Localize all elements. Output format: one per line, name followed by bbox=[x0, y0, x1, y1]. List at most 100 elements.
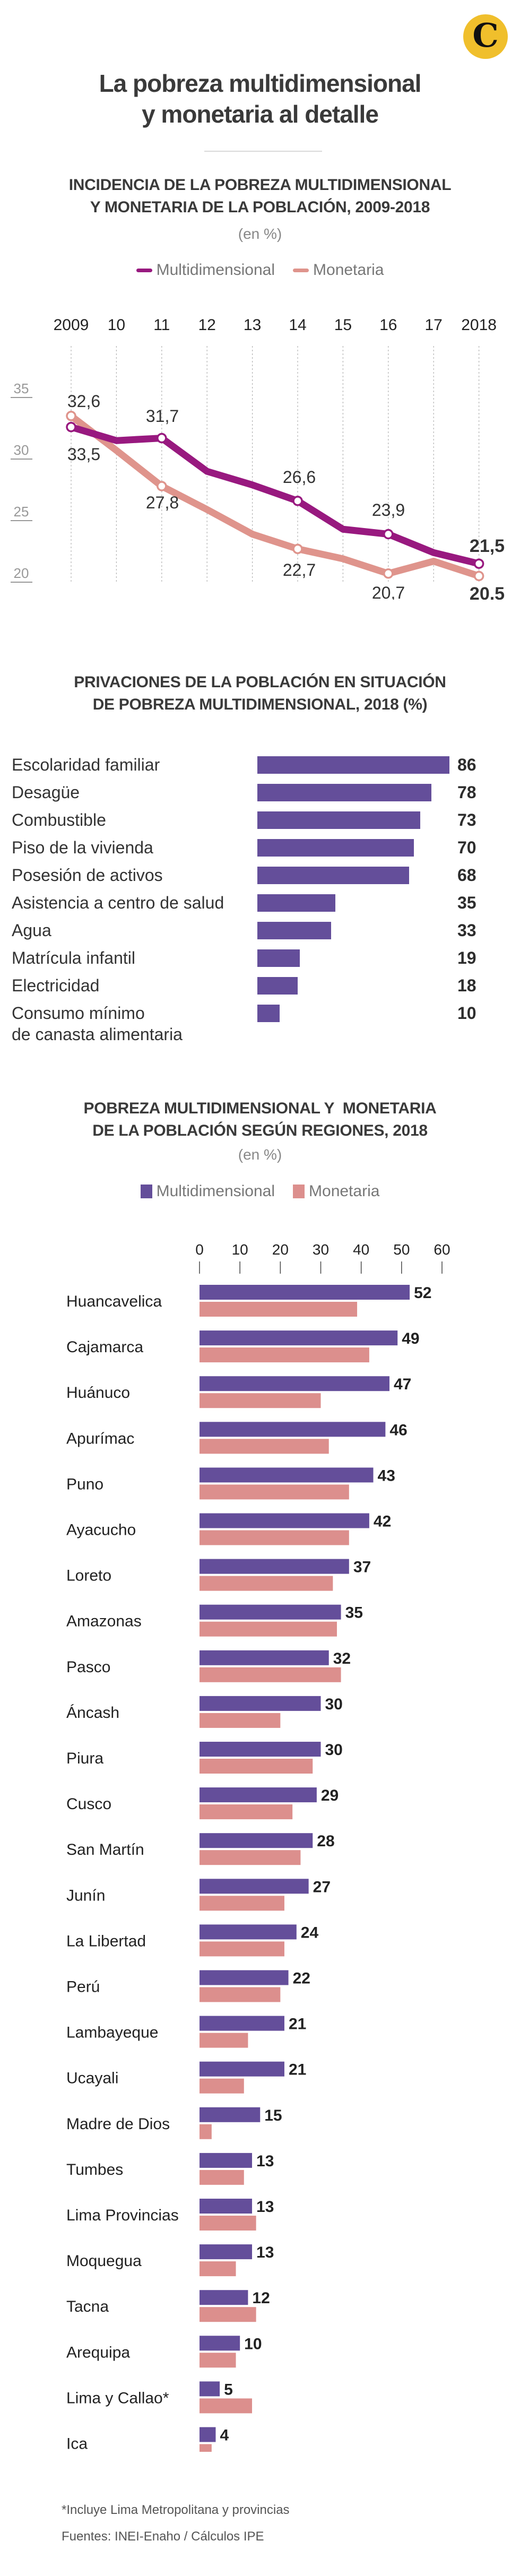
x-tick-label: 15 bbox=[334, 316, 352, 334]
legend-item-monetaria: Monetaria bbox=[293, 1182, 379, 1200]
bar-value-label: 30 bbox=[325, 1741, 343, 1759]
bar-multidimensional bbox=[200, 1604, 341, 1620]
bar-multidimensional bbox=[200, 1970, 289, 1985]
bar-monetaria bbox=[200, 1850, 301, 1865]
bar-multidimensional bbox=[200, 2153, 253, 2168]
bar bbox=[257, 839, 414, 857]
category-label: Asistencia a centro de salud bbox=[12, 892, 224, 913]
data-point-monetaria bbox=[473, 570, 484, 582]
bar-monetaria bbox=[200, 1393, 321, 1408]
bar-value-label: 21 bbox=[289, 2061, 306, 2079]
x-tick-label: 50 bbox=[393, 1241, 410, 1258]
category-label: Electricidad bbox=[12, 975, 99, 996]
bar bbox=[257, 756, 450, 774]
line-chart-subtitle: (en %) bbox=[238, 226, 282, 242]
bar-monetaria bbox=[200, 2124, 212, 2139]
regions-title-line2: DE LA POBLACIÓN SEGÚN REGIONES, 2018 bbox=[92, 1122, 428, 1139]
x-tick-label: 13 bbox=[244, 316, 261, 334]
bar-monetaria bbox=[200, 1621, 337, 1637]
bar-monetaria bbox=[200, 1759, 313, 1774]
region-label: Pasco bbox=[66, 1658, 110, 1676]
bar-value-label: 47 bbox=[394, 1376, 411, 1393]
region-label: Ayacucho bbox=[66, 1522, 136, 1539]
region-label: Tumbes bbox=[66, 2161, 123, 2179]
bar-multidimensional bbox=[200, 1696, 321, 1711]
region-label: Junín bbox=[66, 1887, 105, 1904]
series-line-monetaria bbox=[67, 412, 483, 580]
x-tick-label: 2009 bbox=[54, 316, 89, 334]
bar-multidimensional bbox=[200, 2107, 261, 2122]
region-label: San Martín bbox=[66, 1841, 144, 1858]
x-tick-label: 11 bbox=[153, 316, 170, 334]
x-tick-label: 2018 bbox=[461, 316, 497, 334]
bar-value-label: 30 bbox=[325, 1696, 343, 1713]
bar-value-label: 5 bbox=[224, 2381, 233, 2398]
data-point-multidimensional bbox=[473, 558, 484, 569]
line-chart-title-line1: INCIDENCIA DE LA POBREZA MULTIDIMENSIONA… bbox=[68, 176, 452, 194]
bar-multidimensional bbox=[200, 1422, 386, 1437]
bar-monetaria bbox=[200, 2033, 248, 2048]
x-tick-label: 14 bbox=[289, 316, 306, 334]
data-label: 23,9 bbox=[372, 500, 405, 520]
region-label: Madre de Dios bbox=[66, 2115, 170, 2133]
category-label-line: Agua bbox=[12, 921, 51, 940]
data-point-monetaria bbox=[66, 411, 76, 421]
category-label-line: Asistencia a centro de salud bbox=[12, 893, 224, 912]
x-tick-label: 12 bbox=[198, 316, 216, 334]
bar-multidimensional bbox=[200, 1376, 389, 1391]
bar-multidimensional bbox=[200, 2427, 216, 2442]
bar-multidimensional bbox=[200, 2061, 284, 2077]
category-label-line: Piso de la vivienda bbox=[12, 838, 153, 857]
x-tick-label: 17 bbox=[425, 316, 443, 334]
bar bbox=[257, 922, 331, 939]
bar bbox=[257, 867, 410, 884]
legend-label-multidimensional: Multidimensional bbox=[156, 1182, 275, 1200]
bar-monetaria bbox=[200, 1804, 293, 1820]
bar-value-label: 68 bbox=[457, 866, 476, 885]
data-label: 26,6 bbox=[283, 468, 316, 487]
bar-monetaria bbox=[200, 1941, 284, 1957]
bar-multidimensional bbox=[200, 1787, 317, 1803]
bar-multidimensional bbox=[200, 1559, 349, 1574]
data-point-monetaria bbox=[157, 481, 167, 491]
bar-value-label: 15 bbox=[264, 2107, 282, 2124]
bar-value-label: 21 bbox=[289, 2016, 306, 2033]
bar bbox=[257, 977, 298, 995]
region-label: Arequipa bbox=[66, 2344, 130, 2361]
category-label: Escolaridad familiar bbox=[12, 754, 160, 775]
legend-label-multidimensional: Multidimensional bbox=[156, 261, 275, 279]
data-point-multidimensional bbox=[157, 433, 167, 444]
bar-value-label: 78 bbox=[457, 783, 476, 802]
regions-title-line1: POBREZA MULTIDIMENSIONAL Y MONETARIA bbox=[83, 1100, 437, 1117]
bar-value-label: 52 bbox=[414, 1284, 431, 1302]
legend-swatch-multidimensional bbox=[136, 268, 152, 272]
bar-monetaria bbox=[200, 1439, 329, 1454]
bar-monetaria bbox=[200, 1713, 281, 1728]
x-tick-label: 10 bbox=[232, 1241, 248, 1258]
bar-multidimensional bbox=[200, 1742, 321, 1757]
deprivations-chart-title: PRIVACIONES DE LA POBLACIÓN EN SITUACIÓN… bbox=[0, 671, 520, 716]
bar-value-label: 13 bbox=[256, 2244, 274, 2261]
legend-swatch-multidimensional bbox=[140, 1185, 152, 1198]
x-tick-label: 40 bbox=[353, 1241, 369, 1258]
region-label: Moquegua bbox=[66, 2252, 142, 2270]
category-label-line: Electricidad bbox=[12, 976, 100, 995]
bar-value-label: 19 bbox=[457, 948, 476, 967]
bar-monetaria bbox=[200, 2261, 236, 2277]
bar-multidimensional bbox=[200, 2199, 253, 2214]
footnote: *Incluye Lima Metropolitana y provincias bbox=[62, 2503, 290, 2517]
legend-label-monetaria: Monetaria bbox=[309, 1182, 380, 1200]
page-title-line1: La pobreza multidimensional bbox=[99, 70, 422, 97]
series-line-multidimensional bbox=[67, 423, 483, 567]
region-label: Amazonas bbox=[66, 1613, 142, 1630]
region-label: Ica bbox=[66, 2435, 88, 2452]
region-label: Apurímac bbox=[66, 1430, 134, 1447]
el-comercio-logo: C bbox=[463, 14, 508, 59]
bar-value-label: 86 bbox=[457, 755, 476, 774]
y-tick-label: 20 bbox=[14, 565, 29, 581]
regions-chart: 0 10 20 30 40 50 60 Huancavelica 52 Cajamarca 49 Hu… bbox=[66, 1241, 450, 2452]
y-tick-label: 25 bbox=[14, 504, 29, 520]
x-tick-label: 60 bbox=[434, 1241, 450, 1258]
bar-monetaria bbox=[200, 1530, 349, 1545]
bar bbox=[257, 811, 421, 829]
